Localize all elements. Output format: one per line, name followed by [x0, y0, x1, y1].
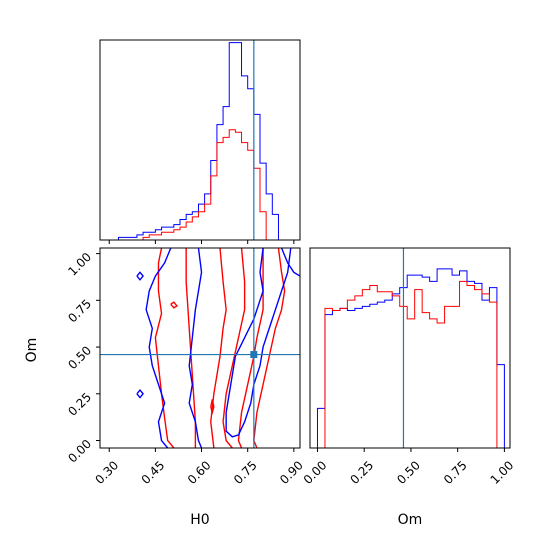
contour-series-2-line-5 [280, 248, 300, 277]
contour-xtick-label-5: 0.90 [277, 458, 306, 487]
om-hist-xtick-label-2: 0.25 [347, 458, 376, 487]
contour-series-1-line-4 [222, 248, 246, 448]
contour-island-3 [170, 301, 178, 309]
h0-histogram-panel [99, 39, 301, 244]
contour-xtick-label-4: 0.75 [231, 458, 260, 487]
contour-ytick-label-5: 1.00 [65, 250, 94, 279]
contour-lines-group [136, 248, 300, 448]
om-hist-xtick-label-3: 0.50 [394, 458, 423, 487]
contour-series-2-line-4 [237, 248, 292, 436]
om-hist-series-1 [316, 268, 505, 448]
contour-xtick-label-2: 0.45 [139, 458, 168, 487]
contour-series-2-line-1 [145, 248, 172, 448]
contour-xtick-label-1: 0.30 [92, 458, 121, 487]
contour-series-2-line-3 [225, 248, 264, 438]
contour-xtick-label-3: 0.60 [185, 458, 214, 487]
om-hist-xtick-label-1: 0.00 [301, 458, 330, 487]
h0-hist-frame [99, 39, 301, 241]
h0-hist-series-1 [117, 42, 279, 240]
y-axis-label-om: Om [24, 338, 40, 363]
contour-series-1-line-3 [210, 248, 227, 448]
contour-truth-point [250, 351, 258, 359]
x-axis-label-om: Om [398, 512, 423, 528]
contour-ytick-label-1: 0.00 [65, 437, 94, 466]
h0-om-contour-panel: 0.30 0.45 0.60 0.75 0.90 0.00 0.25 0.50 0.75 1.00 [65, 247, 306, 487]
contour-series-1-line-6 [253, 248, 286, 448]
contour-ytick-label-3: 0.50 [65, 343, 94, 372]
contour-ytick-label-2: 0.25 [65, 390, 94, 419]
contour-ytick-label-4: 0.75 [65, 297, 94, 326]
h0-hist-series-2 [118, 129, 279, 241]
x-axis-label-h0: H0 [190, 512, 209, 528]
contour-island-2 [136, 388, 144, 399]
contour-frame [99, 247, 301, 449]
contour-series-1-line-5 [237, 248, 264, 448]
contour-island-1 [136, 271, 144, 281]
om-hist-xtick-label-5: 1.00 [488, 458, 517, 487]
om-hist-xtick-label-4: 0.75 [441, 458, 470, 487]
contour-island-4 [210, 399, 215, 416]
om-hist-frame [309, 247, 511, 449]
contour-series-1-line-1 [154, 248, 175, 448]
contour-series-2-line-2 [188, 248, 203, 448]
om-hist-series-2 [317, 280, 505, 449]
om-histogram-panel: 0.00 0.25 0.50 0.75 1.00 [301, 247, 517, 487]
